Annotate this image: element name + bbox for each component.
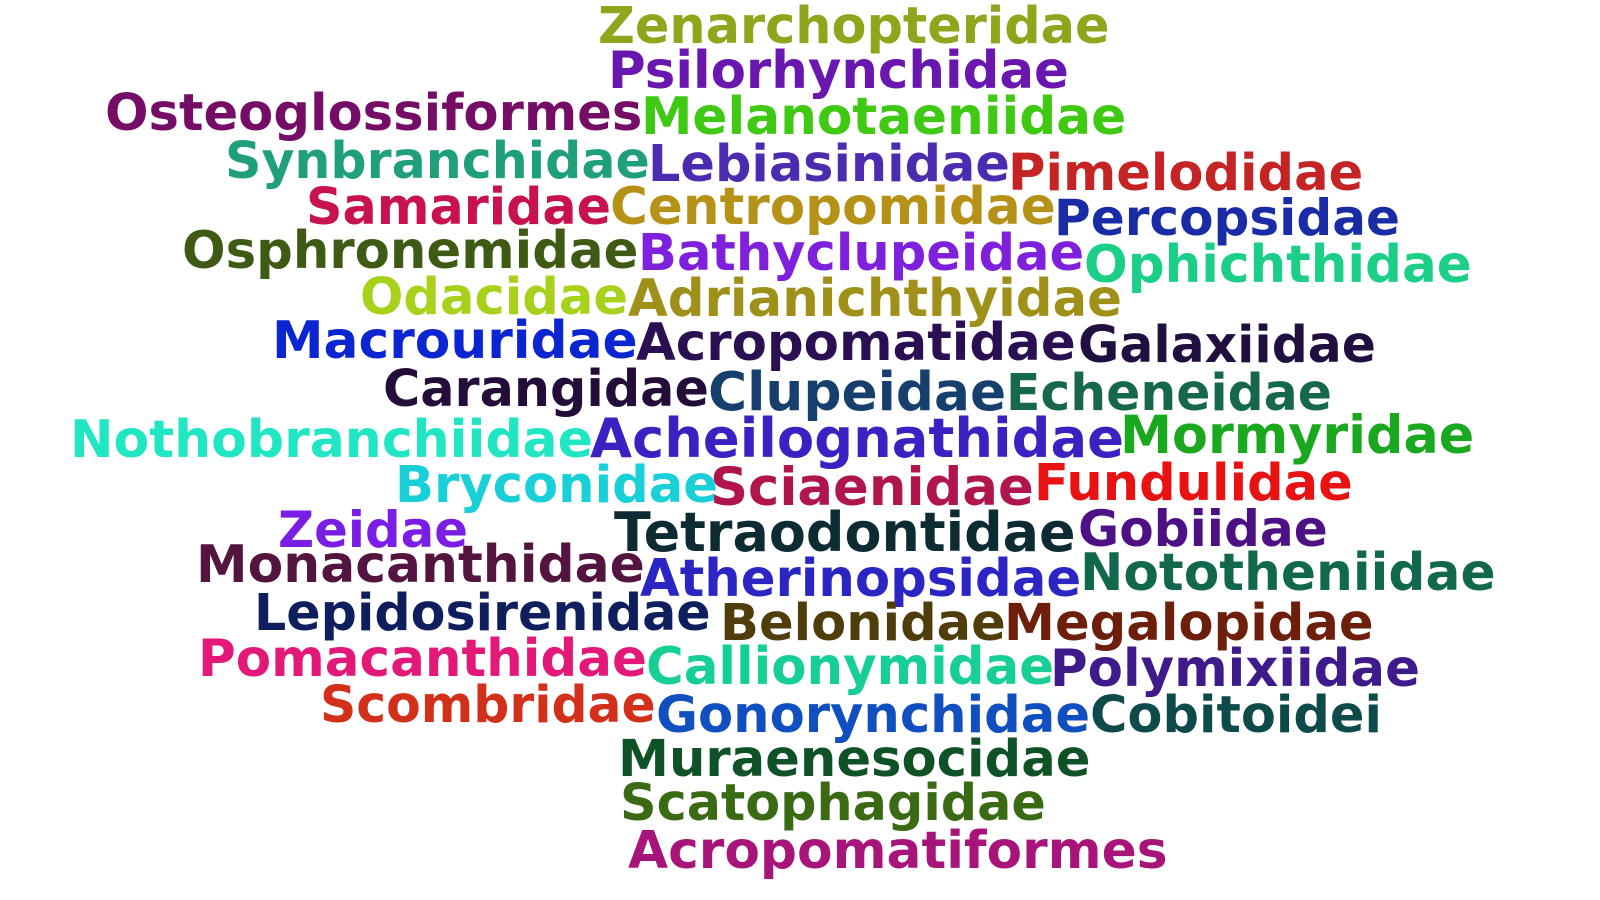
cloud-word-scombridae: Scombridae	[320, 675, 656, 734]
cloud-word-melanotaeniidae: Melanotaeniidae	[641, 87, 1127, 147]
cloud-word-sciaenidae: Sciaenidae	[710, 457, 1034, 518]
cloud-word-zeidae: Zeidae	[278, 501, 468, 559]
cloud-word-lebiasinidae: Lebiasinidae	[648, 135, 1010, 194]
cloud-word-cobitoidei: Cobitoidei	[1090, 686, 1382, 745]
cloud-word-osteoglossiformes: Osteoglossiformes	[105, 83, 643, 143]
cloud-word-galaxiidae: Galaxiidae	[1078, 315, 1376, 374]
cloud-word-carangidae: Carangidae	[383, 359, 709, 418]
cloud-word-muraenesocidae: Muraenesocidae	[618, 729, 1091, 789]
cloud-word-samaridae: Samaridae	[306, 177, 611, 236]
cloud-word-ophichthidae: Ophichthidae	[1084, 235, 1472, 295]
cloud-word-pomacanthidae: Pomacanthidae	[198, 629, 647, 689]
cloud-word-adrianichthyidae: Adrianichthyidae	[628, 269, 1123, 329]
cloud-word-acropomatiformes: Acropomatiformes	[628, 821, 1168, 881]
cloud-word-bryconidae: Bryconidae	[395, 455, 719, 515]
cloud-word-acropomatidae: Acropomatidae	[636, 313, 1076, 373]
cloud-word-pimelodidae: Pimelodidae	[1008, 144, 1364, 203]
cloud-word-osphronemidae: Osphronemidae	[182, 221, 639, 281]
cloud-word-gonorynchidae: Gonorynchidae	[656, 685, 1091, 745]
cloud-word-megalopidae: Megalopidae	[1004, 593, 1374, 653]
cloud-word-zenarchopteridae: Zenarchopteridae	[598, 0, 1110, 56]
cloud-word-percopsidae: Percopsidae	[1054, 188, 1400, 247]
cloud-word-gobiidae: Gobiidae	[1078, 499, 1328, 558]
cloud-word-nothobranchiidae: Nothobranchiidae	[70, 410, 593, 470]
cloud-word-nototheniidae: Nototheniidae	[1080, 543, 1496, 603]
cloud-word-callionymidae: Callionymidae	[646, 637, 1055, 697]
cloud-word-macrouridae: Macrouridae	[272, 311, 638, 371]
cloud-word-acheilognathidae: Acheilognathidae	[590, 407, 1124, 470]
cloud-word-synbranchidae: Synbranchidae	[225, 131, 650, 190]
cloud-word-bathyclupeidae: Bathyclupeidae	[638, 224, 1085, 283]
cloud-word-echeneidae: Echeneidae	[1006, 363, 1332, 422]
cloud-word-odacidae: Odacidae	[360, 268, 628, 327]
cloud-word-clupeidae: Clupeidae	[708, 361, 1007, 423]
cloud-word-polymixiidae: Polymixiidae	[1050, 639, 1420, 699]
cloud-word-lepidosirenidae: Lepidosirenidae	[254, 583, 711, 642]
cloud-word-monacanthidae: Monacanthidae	[196, 535, 645, 595]
cloud-word-tetraodontidae: Tetraodontidae	[614, 501, 1076, 564]
cloud-word-centropomidae: Centropomidae	[610, 177, 1056, 237]
cloud-word-psilorhynchidae: Psilorhynchidae	[608, 41, 1069, 101]
cloud-word-scatophagidae: Scatophagidae	[620, 773, 1046, 832]
cloud-word-atherinopsidae: Atherinopsidae	[640, 549, 1082, 609]
cloud-word-belonidae: Belonidae	[720, 594, 1006, 653]
cloud-word-mormyridae: Mormyridae	[1120, 405, 1475, 466]
cloud-word-fundulidae: Fundulidae	[1034, 454, 1353, 513]
